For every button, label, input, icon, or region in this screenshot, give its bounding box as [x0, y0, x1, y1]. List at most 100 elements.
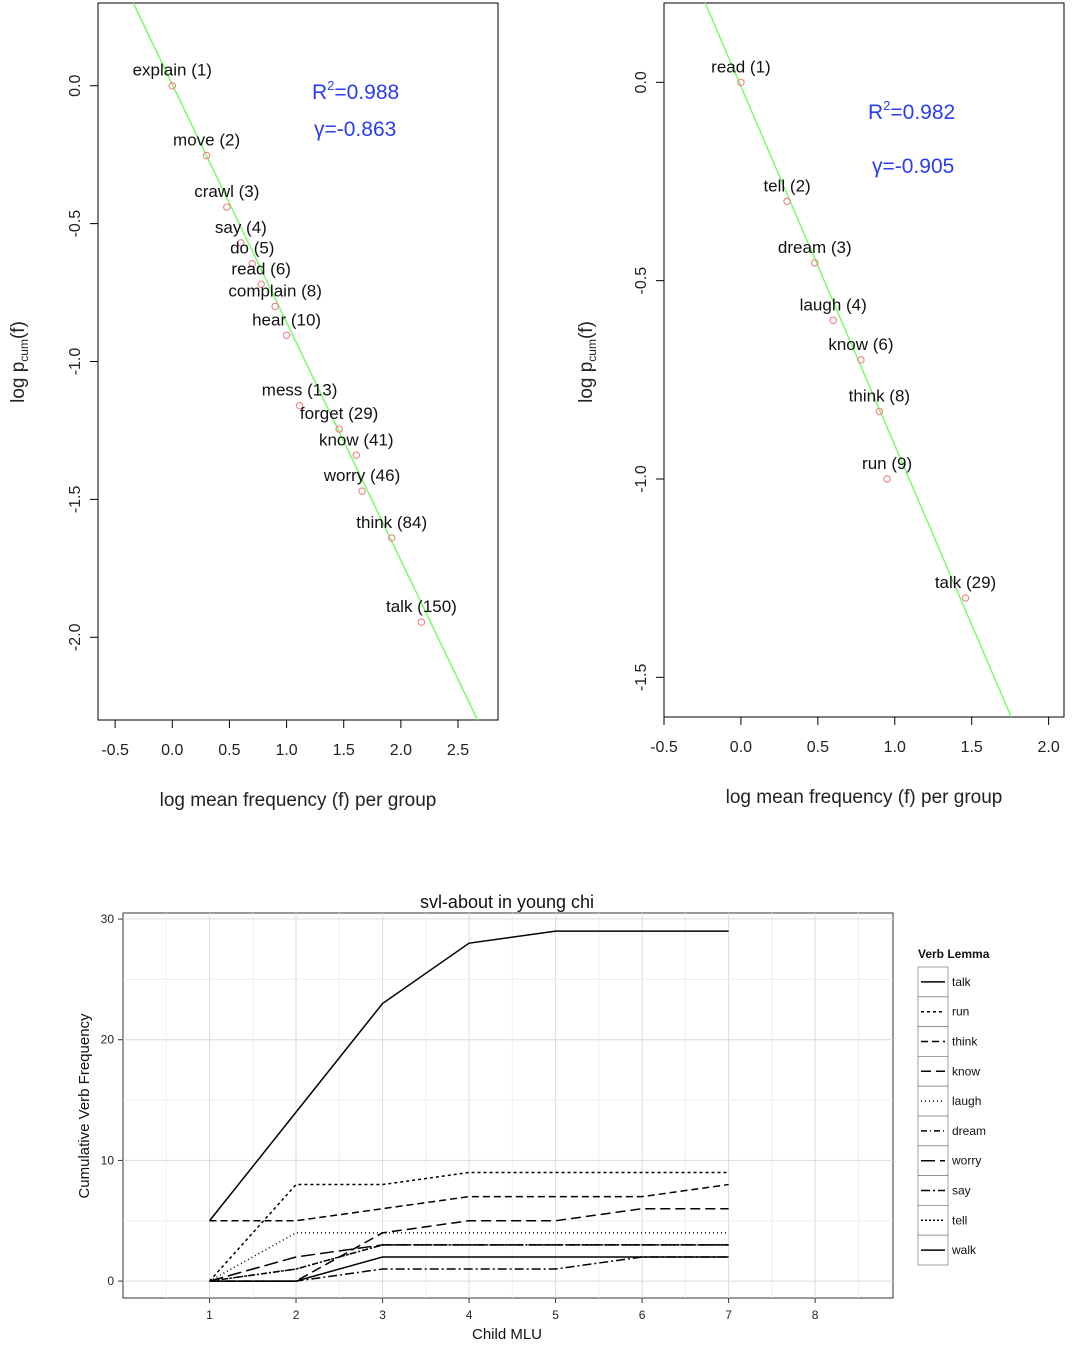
- gamma-annotation-right: γ=-0.905: [872, 155, 954, 178]
- point-label: forget (29): [300, 404, 378, 423]
- point-label: know (6): [828, 335, 893, 354]
- legend-label: walk: [951, 1243, 977, 1257]
- y-axis-label-bottom: Cumulative Verb Frequency: [76, 1013, 93, 1199]
- plot-frame-right: [663, 2, 1065, 718]
- x-tick-label: 6: [639, 1308, 646, 1322]
- legend-label: run: [952, 1005, 969, 1019]
- point-label: mess (13): [262, 381, 338, 400]
- x-tick-label: 8: [812, 1308, 819, 1322]
- x-tick-label: 5: [552, 1308, 559, 1322]
- x-tick-label: 2.5: [447, 742, 469, 759]
- data-point: [961, 594, 970, 602]
- x-tick-label: 2: [293, 1308, 300, 1322]
- y-tick-label: 30: [101, 912, 115, 926]
- series-lines: [208, 930, 729, 1282]
- y-tick-label: -0.5: [633, 267, 650, 295]
- data-point: [237, 239, 245, 247]
- legend-label: know: [952, 1064, 980, 1078]
- legend-key: [917, 1056, 949, 1087]
- y-tick-label: 0.0: [67, 75, 84, 97]
- legend-label: dream: [952, 1124, 986, 1138]
- data-point: [257, 280, 265, 289]
- points-left: explain (1) move (2) crawl (3) say (4) do (5…: [133, 61, 457, 626]
- x-tick-label: 1.0: [884, 739, 906, 756]
- y-tick-label: 20: [101, 1033, 115, 1047]
- series-line-talk: [208, 930, 729, 1222]
- legend-label: say: [952, 1184, 971, 1198]
- y-axis-bottom: 0 10 20 30: [101, 912, 123, 1288]
- y-axis-left: 0.0 -0.5 -1.0 -1.5 -2.0: [67, 75, 98, 651]
- x-tick-label: -0.5: [101, 742, 129, 759]
- point-label: worry (46): [323, 466, 401, 485]
- data-point: [282, 331, 291, 340]
- y-tick-label: 0.0: [633, 71, 650, 93]
- data-point: [783, 197, 791, 206]
- y-tick-label: 10: [101, 1153, 115, 1167]
- plot-panel-bottom: [122, 912, 894, 1299]
- zipf-plot-right: -0.5 0.0 0.5 1.0 1.5 2.0 0.0 -0.5 -1.0 -1.5 read…: [576, 2, 1065, 808]
- x-axis-label-bottom: Child MLU: [472, 1326, 542, 1343]
- x-tick-label: 7: [725, 1308, 732, 1322]
- series-line-laugh: [209, 1232, 729, 1282]
- data-point: [417, 618, 426, 626]
- y-tick-label: -1.5: [67, 486, 84, 514]
- point-label: do (5): [230, 239, 274, 258]
- legend-label: worry: [951, 1154, 981, 1168]
- legend-label: talk: [952, 975, 972, 989]
- legend-label: tell: [952, 1213, 967, 1227]
- data-point: [883, 475, 891, 483]
- data-point: [335, 425, 343, 433]
- data-point: [295, 401, 304, 410]
- y-axis-right: 0.0 -0.5 -1.0 -1.5: [633, 71, 664, 691]
- x-tick-label: -0.5: [650, 739, 678, 756]
- fit-line-left: [132, 2, 479, 721]
- points-right: read (1) tell (2) dream (3) laugh (4) know (…: [711, 57, 996, 602]
- point-label: think (84): [356, 513, 427, 532]
- x-tick-label: 4: [466, 1308, 473, 1322]
- x-tick-label: 1.5: [333, 742, 355, 759]
- legend-label: think: [952, 1035, 978, 1049]
- series-line-tell: [209, 1244, 729, 1282]
- y-tick-label: -0.5: [67, 210, 84, 238]
- zipf-plot-left: -0.5 0.0 0.5 1.0 1.5 2.0 2.5 0.0 -0.5 -1.0 -1.5 -2…: [8, 2, 499, 811]
- point-label: complain (8): [228, 281, 322, 300]
- point-label: dream (3): [778, 238, 852, 257]
- point-label: know (41): [319, 430, 394, 449]
- series-line-think: [209, 1183, 729, 1222]
- y-axis-label-left: log pcum(f): [8, 321, 31, 403]
- x-tick-label: 2.0: [1037, 739, 1059, 756]
- chart-title: svl-about in young chi: [420, 892, 594, 912]
- legend-entries: talk run think know laugh dream worry say tell wa…: [917, 966, 986, 1266]
- x-tick-label: 3: [379, 1308, 386, 1322]
- point-label: laugh (4): [800, 295, 867, 314]
- data-point: [387, 534, 396, 542]
- legend-label: laugh: [952, 1094, 981, 1108]
- data-point: [811, 259, 819, 267]
- data-point: [168, 81, 177, 90]
- x-axis-left: -0.5 0.0 0.5 1.0 1.5 2.0 2.5: [101, 720, 469, 759]
- y-tick-label: -1.0: [633, 465, 650, 493]
- point-label: move (2): [173, 131, 240, 150]
- point-label: crawl (3): [194, 182, 259, 201]
- x-tick-label: 0.0: [161, 742, 183, 759]
- x-tick-label: 1.0: [275, 742, 297, 759]
- series-line-know: [209, 1207, 729, 1282]
- point-label: talk (150): [386, 597, 457, 616]
- r2-annotation-left: R2=0.988: [312, 78, 399, 104]
- x-tick-label: 0.5: [807, 739, 829, 756]
- y-tick-label: 0: [107, 1274, 114, 1288]
- series-line-run: [208, 1171, 729, 1282]
- legend: Verb Lemma talk run think know laugh dream wor…: [917, 947, 990, 1266]
- y-axis-label-right: log pcum(f): [576, 321, 599, 403]
- data-point: [857, 356, 865, 364]
- series-line-worry: [209, 1244, 729, 1282]
- data-point: [737, 78, 745, 87]
- series-line-walk: [209, 1256, 729, 1282]
- point-label: think (8): [849, 387, 910, 406]
- data-point: [223, 203, 231, 211]
- gamma-annotation-left: γ=-0.863: [314, 118, 396, 141]
- point-label: say (4): [215, 218, 267, 237]
- x-tick-label: 1: [206, 1308, 213, 1322]
- point-label: hear (10): [252, 310, 321, 329]
